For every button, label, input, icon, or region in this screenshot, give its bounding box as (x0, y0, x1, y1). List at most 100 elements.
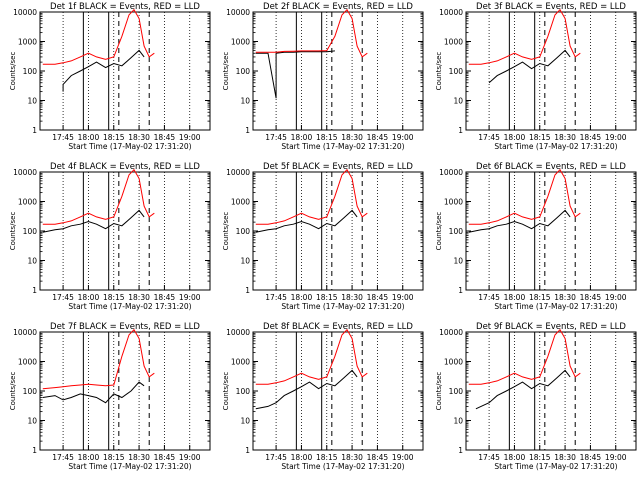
y-axis-label: Counts/sec (9, 212, 17, 251)
x-tick-label: 18:45 (580, 453, 602, 462)
x-tick-label: 17:45 (478, 293, 500, 302)
x-tick-label: 18:30 (341, 133, 363, 142)
x-axis-label: Start Time (17-May-02 17:31:20) (494, 142, 617, 151)
series-events (488, 49, 571, 84)
panel-6: Det 6f BLACK = Events, RED = LLD 1 10 100 10… (435, 162, 637, 311)
y-tick-label: 100 (236, 67, 251, 76)
x-tick-label: 18:45 (154, 133, 176, 142)
x-tick-label: 19:00 (392, 133, 414, 142)
y-tick-label: 10 (453, 257, 463, 266)
y-tick-label: 100 (236, 387, 251, 396)
series-lld (255, 328, 368, 385)
x-axis-label: Start Time (17-May-02 17:31:20) (494, 302, 617, 311)
x-axis-label: Start Time (17-May-02 17:31:20) (68, 462, 191, 471)
y-tick-label: 1 (245, 286, 250, 295)
panel-9: Det 9f BLACK = Events, RED = LLD 1 10 100 10… (435, 322, 637, 471)
panel-title: Det 1f BLACK = Events, RED = LLD (50, 2, 200, 12)
y-tick-label: 100 (449, 387, 464, 396)
y-tick-label: 1 (245, 126, 250, 135)
x-axis-label: Start Time (17-May-02 17:31:20) (68, 142, 191, 151)
y-tick-label: 1 (32, 286, 37, 295)
panel-title: Det 3f BLACK = Events, RED = LLD (476, 2, 626, 12)
panel-title: Det 8f BLACK = Events, RED = LLD (263, 322, 413, 332)
panel-title: Det 4f BLACK = Events, RED = LLD (50, 162, 200, 172)
series-lld (468, 328, 581, 385)
plot-frame (465, 11, 637, 131)
x-tick-label: 18:00 (78, 133, 100, 142)
y-tick-label: 1 (458, 126, 463, 135)
series-lld (42, 168, 155, 225)
y-tick-label: 1000 (444, 38, 463, 47)
y-axis-label: Counts/sec (435, 372, 443, 411)
x-tick-label: 18:15 (316, 453, 338, 462)
x-tick-label: 18:45 (580, 293, 602, 302)
plot-frame (39, 11, 211, 131)
plot-frame (252, 171, 424, 291)
panel-title: Det 9f BLACK = Events, RED = LLD (476, 322, 626, 332)
x-axis-label: Start Time (17-May-02 17:31:20) (281, 302, 404, 311)
y-tick-label: 10 (27, 97, 37, 106)
plot-frame (465, 171, 637, 291)
plot-frame (252, 331, 424, 451)
x-axis-label: Start Time (17-May-02 17:31:20) (281, 142, 404, 151)
x-tick-label: 18:00 (291, 453, 313, 462)
plot-frame (39, 171, 211, 291)
x-tick-label: 18:30 (128, 293, 150, 302)
x-tick-label: 17:45 (52, 133, 74, 142)
series-events (62, 49, 145, 92)
x-tick-label: 18:15 (103, 133, 125, 142)
y-tick-label: 10 (27, 417, 37, 426)
x-tick-label: 17:45 (52, 453, 74, 462)
panel-title: Det 7f BLACK = Events, RED = LLD (50, 322, 200, 332)
x-tick-label: 19:00 (179, 293, 201, 302)
y-tick-label: 1 (32, 446, 37, 455)
x-tick-label: 19:00 (179, 453, 201, 462)
x-tick-label: 19:00 (605, 453, 627, 462)
series-events (42, 381, 145, 404)
y-tick-label: 100 (23, 387, 38, 396)
y-tick-label: 1 (458, 286, 463, 295)
plot-frame (39, 331, 211, 451)
y-axis-label: Counts/sec (222, 372, 230, 411)
y-tick-label: 1000 (444, 198, 463, 207)
x-tick-label: 18:15 (529, 293, 551, 302)
x-tick-label: 19:00 (605, 133, 627, 142)
y-tick-label: 100 (236, 227, 251, 236)
series-events (255, 50, 335, 99)
y-tick-label: 10 (240, 417, 250, 426)
y-tick-label: 1000 (18, 38, 37, 47)
y-tick-label: 10000 (226, 328, 250, 337)
y-tick-label: 10000 (13, 8, 37, 17)
panel-4: Det 4f BLACK = Events, RED = LLD 1 10 100 10… (9, 162, 211, 311)
series-events (468, 209, 571, 233)
series-events (255, 209, 358, 233)
x-axis-label: Start Time (17-May-02 17:31:20) (281, 462, 404, 471)
x-tick-label: 18:15 (316, 293, 338, 302)
x-tick-label: 19:00 (605, 293, 627, 302)
x-tick-label: 17:45 (478, 133, 500, 142)
x-tick-label: 18:15 (103, 453, 125, 462)
y-tick-label: 1000 (18, 358, 37, 367)
y-tick-label: 10000 (439, 328, 463, 337)
x-tick-label: 18:00 (291, 293, 313, 302)
plot-frame (465, 331, 637, 451)
y-tick-label: 10000 (439, 168, 463, 177)
y-tick-label: 1000 (18, 198, 37, 207)
y-tick-label: 1 (32, 126, 37, 135)
y-axis-label: Counts/sec (435, 52, 443, 91)
y-tick-label: 10000 (13, 328, 37, 337)
y-tick-label: 10000 (226, 8, 250, 17)
y-tick-label: 1000 (231, 358, 250, 367)
y-axis-label: Counts/sec (222, 212, 230, 251)
y-tick-label: 10000 (439, 8, 463, 17)
x-tick-label: 18:30 (128, 453, 150, 462)
y-tick-label: 1000 (231, 198, 250, 207)
panel-8: Det 8f BLACK = Events, RED = LLD 1 10 100 10… (222, 322, 424, 471)
y-axis-label: Counts/sec (435, 212, 443, 251)
x-tick-label: 18:00 (504, 293, 526, 302)
y-tick-label: 100 (449, 67, 464, 76)
x-tick-label: 18:45 (154, 293, 176, 302)
panel-1: Det 1f BLACK = Events, RED = LLD 1 10 100 10… (9, 2, 211, 151)
panel-3: Det 3f BLACK = Events, RED = LLD 1 10 100 10… (435, 2, 637, 151)
